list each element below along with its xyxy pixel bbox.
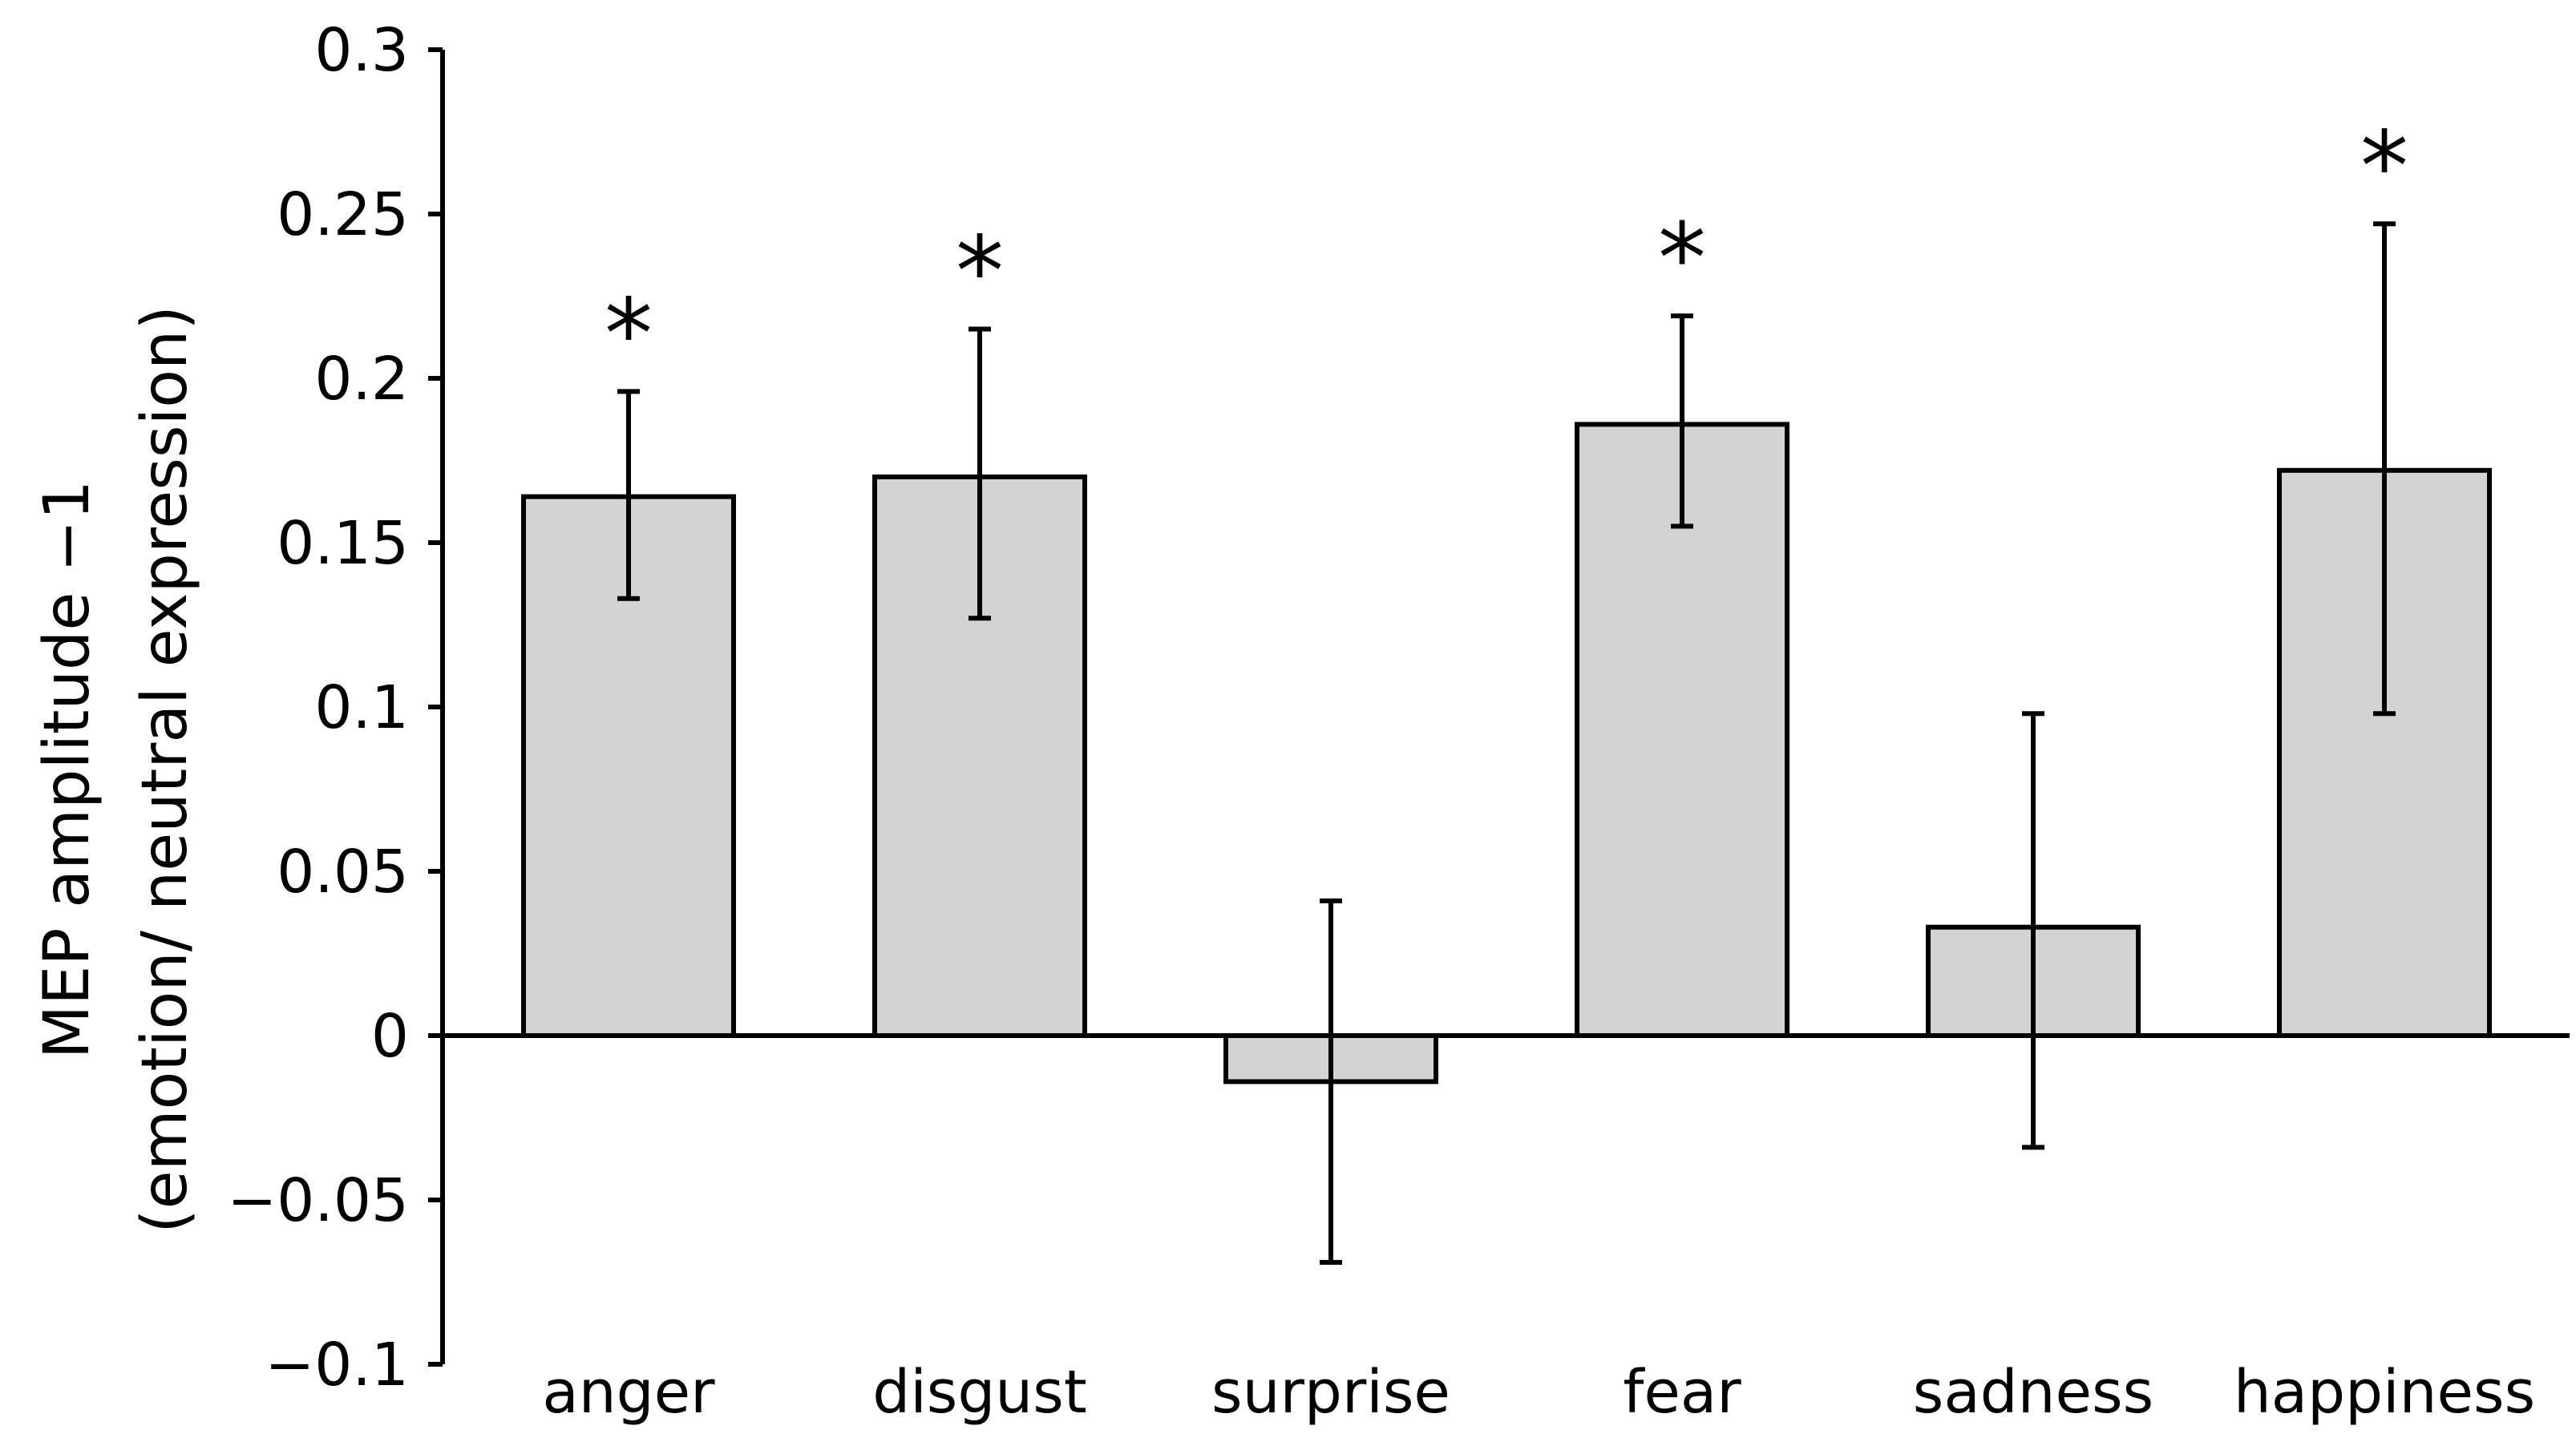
y-axis-title: MEP amplitude −1 (emotion/ neutral expre… xyxy=(31,305,201,1234)
axes-layer xyxy=(428,47,2570,1367)
significance-star-fear: * xyxy=(1658,204,1706,315)
y-tick-label: 0.25 xyxy=(277,180,409,249)
y-tick-label: 0 xyxy=(371,1002,409,1071)
error-bar-sadness xyxy=(2022,711,2044,1150)
x-tick-label-fear: fear xyxy=(1623,1358,1741,1427)
y-tick-label: 0.2 xyxy=(314,345,409,414)
y-tick-label: 0.1 xyxy=(314,673,409,742)
x-tick-label-disgust: disgust xyxy=(872,1358,1087,1427)
error-bars-layer xyxy=(617,221,2396,1265)
error-bar-happiness xyxy=(2373,221,2396,717)
significance-star-disgust: * xyxy=(956,217,1004,329)
significance-star-anger: * xyxy=(605,279,653,390)
x-tick-label-surprise: surprise xyxy=(1211,1358,1450,1427)
error-bar-fear xyxy=(1671,313,1693,529)
y-tick-label: 0.15 xyxy=(277,509,409,578)
y-tick-label: −0.1 xyxy=(265,1331,409,1400)
y-axis-title-line-1: MEP amplitude −1 xyxy=(31,480,103,1059)
error-bar-surprise xyxy=(1320,898,1342,1265)
error-bar-anger xyxy=(617,389,640,601)
x-tick-label-sadness: sadness xyxy=(1913,1358,2153,1427)
x-tick-label-anger: anger xyxy=(542,1358,715,1427)
error-bar-disgust xyxy=(969,326,991,621)
y-axis-title-line-2: (emotion/ neutral expression) xyxy=(129,305,201,1234)
labels-layer: 0.3 0.25 0.2 0.15 0.1 0.05 0 −0.05 −0.1 anger disg… xyxy=(227,16,2535,1427)
x-tick-label-happiness: happiness xyxy=(2234,1358,2535,1427)
y-tick-label: 0.3 xyxy=(314,16,409,85)
y-tick-label: 0.05 xyxy=(277,838,409,907)
bars-layer xyxy=(521,422,2492,1085)
significance-star-happiness: * xyxy=(2360,111,2408,223)
y-tick-label: −0.05 xyxy=(227,1166,409,1235)
